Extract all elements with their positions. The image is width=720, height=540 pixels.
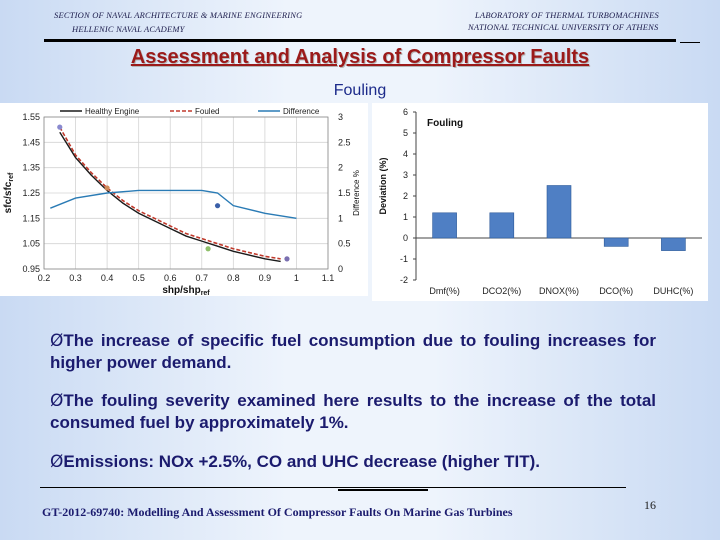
header-left-line2: HELLENIC NAVAL ACADEMY: [72, 24, 185, 34]
bullet-1-text: The increase of specific fuel consumptio…: [50, 331, 656, 372]
y-tick-label: 3: [403, 170, 408, 180]
header-right-line1: LABORATORY OF THERMAL TURBOMACHINES: [475, 10, 660, 20]
bullet-arrow-icon: Ø: [50, 391, 64, 411]
x-axis-label: shp/shpref: [162, 285, 210, 296]
deviation-bar-chart: -2 -1 0 1 2 3 4 5 6 Dmf(%) DCO2(%) DNOX(%) DCO(%) DUH…: [372, 103, 708, 301]
slide-title: Assessment and Analysis of Compressor Fa…: [130, 46, 590, 68]
line-chart-grid: [43, 116, 329, 270]
header-right-line2: NATIONAL TECHNICAL UNIVERSITY OF ATHENS: [468, 22, 659, 32]
bullet-1: ØThe increase of specific fuel consumpti…: [50, 330, 656, 374]
series-line-fouled: [59, 126, 281, 260]
header-left-line1: SECTION OF NAVAL ARCHITECTURE & MARINE E…: [54, 10, 303, 20]
x-tick-label: 0.7: [196, 273, 209, 283]
x-tick-label: 0.2: [38, 273, 51, 283]
data-point-marker: [214, 203, 221, 209]
x-tick-label: 0.6: [164, 273, 177, 283]
footer-citation: GT-2012-69740: Modelling And Assessment …: [42, 505, 513, 519]
bar-chart-bars: [432, 185, 686, 251]
y-tick-label: 1.55: [22, 112, 40, 122]
y-tick-label: 0.95: [22, 264, 40, 274]
x-category-label: Dmf(%): [429, 286, 460, 296]
bar-dmf: [432, 212, 457, 239]
bar-dco2: [489, 212, 515, 239]
data-point-marker: [104, 185, 110, 191]
y-tick-label: 1.35: [22, 163, 40, 173]
series-line-healthy-engine: [59, 131, 281, 263]
y-axis-label-main: sfc/sfc: [3, 181, 14, 213]
legend-label: Difference: [283, 107, 320, 116]
y2-tick-label: 1.5: [338, 188, 351, 198]
x-axis-label-main: shp/shp: [162, 285, 200, 296]
bullet-arrow-icon: Ø: [50, 331, 64, 351]
bar-dco: [603, 237, 629, 247]
y-tick-label: 1.45: [22, 137, 40, 147]
x-tick-label: 0.3: [69, 273, 82, 283]
footer-divider-accent: [338, 489, 428, 491]
x-category-label: DUHC(%): [653, 286, 693, 296]
sfc-line-chart: 0.95 1.05 1.15 1.25 1.35 1.45 1.55 0.2 0.3 0.4 0.5…: [0, 103, 368, 297]
x-tick-label: 0.4: [101, 273, 114, 283]
slide-subtitle: Fouling: [333, 82, 387, 99]
legend-label: Healthy Engine: [85, 107, 140, 116]
y2-tick-label: 2.5: [338, 137, 351, 147]
y-tick-label: 1.25: [22, 188, 40, 198]
bar-chart-y-label: Deviation (%): [378, 157, 388, 214]
series-line-difference: [50, 189, 297, 220]
plot-area-frame: [43, 116, 329, 270]
sfc-line-chart-svg: 0.95 1.05 1.15 1.25 1.35 1.45 1.55 0.2 0.3 0.4 0.5…: [3, 107, 361, 297]
bullet-arrow-icon: Ø: [50, 452, 64, 472]
y2-tick-label: 1: [338, 213, 343, 223]
x-category-label: DNOX(%): [539, 286, 579, 296]
bar-duhc: [661, 237, 686, 251]
y-axis-label-sub: ref: [8, 172, 15, 182]
y-tick-label: 4: [403, 149, 408, 159]
x-axis-label-sub: ref: [201, 290, 211, 296]
bullet-3-text: Emissions: NOx +2.5%, CO and UHC decreas…: [63, 452, 540, 471]
x-tick-label: 0.8: [227, 273, 240, 283]
header-divider: [44, 39, 676, 42]
x-tick-label: 1: [294, 273, 299, 283]
y-tick-label: -1: [400, 254, 408, 264]
line-chart-legend: Healthy Engine Fouled Difference: [60, 107, 320, 116]
y-tick-label: 2: [403, 191, 408, 201]
line-chart-ticks: 0.95 1.05 1.15 1.25 1.35 1.45 1.55 0.2 0.3 0.4 0.5…: [22, 112, 350, 283]
line-chart-markers: [57, 124, 290, 262]
deviation-bar-chart-svg: -2 -1 0 1 2 3 4 5 6 Dmf(%) DCO2(%) DNOX(%) DCO(%) DUH…: [378, 107, 702, 296]
bar-chart-labels: Fouling Deviation (%): [378, 118, 463, 215]
bullet-3: ØEmissions: NOx +2.5%, CO and UHC decrea…: [50, 451, 656, 473]
y-tick-label: 1.15: [22, 213, 40, 223]
y-tick-label: 1: [403, 212, 408, 222]
y2-tick-label: 0.5: [338, 239, 351, 249]
bullet-2: ØThe fouling severity examined here resu…: [50, 390, 656, 434]
y-tick-label: 0: [403, 233, 408, 243]
y2-tick-label: 3: [338, 112, 343, 122]
x-tick-label: 1.1: [322, 273, 335, 283]
bar-dnox: [546, 185, 572, 239]
y-axis-label: sfc/sfcref: [3, 172, 15, 213]
line-chart-series: [50, 126, 297, 263]
y-tick-label: 6: [403, 107, 408, 117]
x-tick-label: 0.5: [132, 273, 145, 283]
bullet-2-text: The fouling severity examined here resul…: [50, 391, 656, 432]
data-point-marker: [284, 256, 290, 262]
y2-tick-label: 2: [338, 163, 343, 173]
x-tick-label: 0.9: [259, 273, 272, 283]
legend-label: Fouled: [195, 107, 219, 116]
data-point-marker: [205, 246, 211, 252]
y-tick-label: 1.05: [22, 239, 40, 249]
y2-tick-label: 0: [338, 264, 343, 274]
y-tick-label: 5: [403, 128, 408, 138]
header-divider-accent: [680, 42, 700, 43]
page-number: 16: [644, 498, 656, 512]
bar-chart-ticks: -2 -1 0 1 2 3 4 5 6 Dmf(%) DCO2(%) DNOX(%) DCO(%) DUH…: [400, 107, 693, 296]
y2-axis-label: Difference %: [352, 170, 361, 216]
bar-chart-title: Fouling: [427, 118, 463, 129]
y-tick-label: -2: [400, 275, 408, 285]
data-point-marker: [57, 124, 63, 130]
x-category-label: DCO2(%): [482, 286, 521, 296]
x-category-label: DCO(%): [599, 286, 633, 296]
footer-divider: [40, 487, 626, 488]
